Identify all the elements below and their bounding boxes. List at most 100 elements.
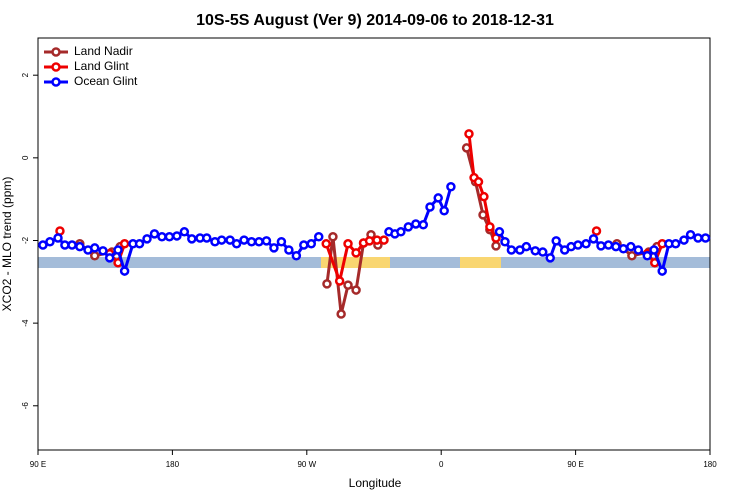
data-point bbox=[321, 239, 331, 249]
data-point bbox=[351, 285, 361, 295]
data-point bbox=[187, 234, 197, 244]
data-point bbox=[343, 239, 353, 249]
data-point bbox=[142, 234, 152, 244]
data-point bbox=[551, 236, 561, 246]
data-point bbox=[134, 239, 145, 249]
data-point bbox=[157, 232, 167, 242]
data-point bbox=[491, 241, 501, 251]
data-point bbox=[588, 234, 599, 244]
data-point bbox=[284, 245, 294, 255]
data-point bbox=[411, 219, 421, 229]
data-point bbox=[685, 229, 696, 240]
y-tick-label: -2 bbox=[21, 236, 30, 244]
data-point bbox=[581, 239, 591, 249]
data-point bbox=[573, 240, 583, 250]
data-point bbox=[618, 244, 629, 254]
data-point bbox=[322, 279, 332, 289]
data-point bbox=[75, 241, 85, 252]
data-point bbox=[591, 226, 602, 236]
data-point bbox=[521, 241, 532, 252]
data-point bbox=[418, 220, 429, 230]
data-point bbox=[216, 235, 227, 245]
data-point bbox=[649, 245, 659, 255]
data-point bbox=[313, 232, 324, 242]
data-point bbox=[351, 248, 361, 258]
data-point bbox=[537, 247, 548, 257]
data-point bbox=[172, 231, 182, 241]
data-point bbox=[530, 246, 541, 256]
data-point bbox=[334, 276, 345, 286]
x-axis-label: Longitude bbox=[349, 476, 402, 490]
data-point bbox=[627, 251, 637, 261]
x-tick-label: 180 bbox=[166, 460, 180, 469]
data-point bbox=[98, 246, 108, 256]
x-tick-label: 90 W bbox=[297, 460, 316, 469]
data-point bbox=[149, 229, 160, 239]
data-point bbox=[89, 243, 100, 253]
data-point bbox=[626, 241, 636, 252]
data-point bbox=[464, 129, 474, 139]
data-point bbox=[306, 239, 317, 249]
data-point bbox=[506, 245, 517, 255]
legend-label: Land Glint bbox=[74, 59, 129, 73]
data-point bbox=[89, 251, 100, 261]
data-point bbox=[328, 232, 338, 242]
data-point bbox=[231, 239, 242, 249]
data-point bbox=[276, 236, 287, 247]
data-point bbox=[164, 232, 175, 242]
y-tick-label: 2 bbox=[21, 72, 30, 77]
x-tick-label: 90 E bbox=[30, 460, 46, 469]
legend-label: Ocean Glint bbox=[74, 74, 138, 88]
data-point bbox=[473, 177, 484, 187]
plot-frame bbox=[37, 37, 711, 451]
data-point bbox=[633, 245, 644, 255]
data-point bbox=[254, 236, 264, 247]
data-point bbox=[179, 227, 190, 237]
x-tick-label: 0 bbox=[439, 460, 444, 469]
x-tick-label: 90 E bbox=[567, 460, 583, 469]
data-point bbox=[403, 222, 414, 232]
data-point bbox=[485, 222, 495, 232]
data-point bbox=[261, 236, 272, 246]
data-point bbox=[246, 236, 257, 247]
map-strip bbox=[38, 257, 710, 268]
data-point bbox=[38, 240, 48, 250]
legend-label: Land Nadir bbox=[74, 44, 133, 58]
y-tick-label: 0 bbox=[21, 155, 30, 160]
data-point bbox=[299, 240, 309, 250]
data-point bbox=[53, 233, 63, 243]
data-point bbox=[104, 253, 115, 263]
data-point bbox=[45, 236, 55, 247]
data-point bbox=[201, 233, 212, 243]
x-tick-label: 180 bbox=[703, 460, 717, 469]
land-strip bbox=[321, 257, 390, 268]
data-point bbox=[657, 266, 667, 276]
y-tick-label: -4 bbox=[21, 319, 30, 327]
data-point bbox=[446, 182, 456, 192]
data-point bbox=[478, 210, 488, 220]
data-point bbox=[364, 236, 375, 246]
data-point bbox=[239, 235, 249, 245]
data-point bbox=[433, 193, 443, 203]
data-point bbox=[291, 251, 302, 261]
data-point bbox=[269, 243, 279, 253]
data-point bbox=[336, 309, 346, 319]
chart-title: 10S-5S August (Ver 9) 2014-09-06 to 2018… bbox=[196, 12, 554, 29]
data-point bbox=[379, 235, 389, 245]
data-point bbox=[700, 233, 711, 243]
data-point bbox=[343, 280, 353, 290]
y-tick-label: -6 bbox=[21, 402, 30, 410]
y-axis-label: XCO2 - MLO trend (ppm) bbox=[0, 177, 14, 312]
data-point bbox=[113, 245, 123, 255]
data-point bbox=[545, 253, 555, 263]
data-point bbox=[500, 236, 510, 247]
data-point bbox=[396, 227, 406, 237]
data-point bbox=[67, 240, 77, 250]
data-point bbox=[611, 241, 621, 252]
data-point bbox=[119, 266, 130, 276]
data-point bbox=[670, 239, 681, 249]
data-point bbox=[225, 235, 235, 245]
legend-marker bbox=[51, 62, 61, 72]
